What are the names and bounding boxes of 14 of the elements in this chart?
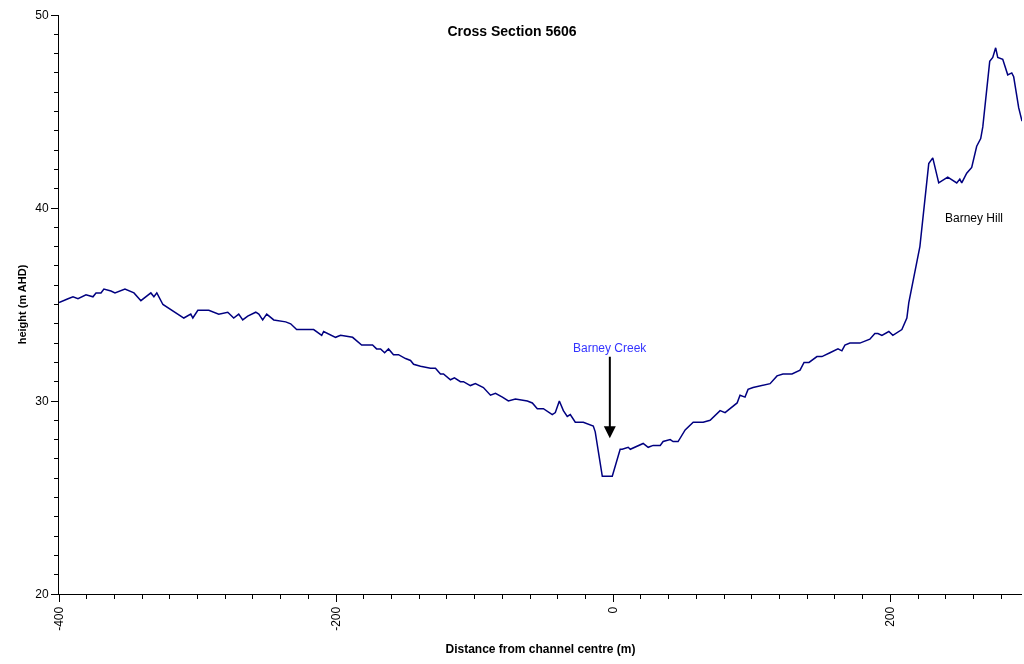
x-tick-label: 0 bbox=[606, 606, 621, 614]
line-series bbox=[59, 47, 1022, 478]
text: Cross Section 5606 bbox=[447, 23, 577, 40]
annotation: Barney Hill bbox=[945, 211, 1004, 225]
annotation: Barney Creek bbox=[573, 341, 648, 355]
y-axis-title: height (m AHD) bbox=[15, 264, 28, 345]
x-tick-label: -200 bbox=[329, 606, 344, 631]
x-tick-label: 200 bbox=[883, 606, 898, 627]
y-tick-label: 20 bbox=[35, 587, 49, 602]
x-axis-title: Distance from channel centre (m) bbox=[445, 641, 636, 656]
x-tick-label: -400 bbox=[51, 606, 66, 631]
y-tick-label: 50 bbox=[35, 8, 49, 23]
y-tick-label: 40 bbox=[35, 201, 49, 216]
y-tick-label: 30 bbox=[35, 394, 49, 409]
